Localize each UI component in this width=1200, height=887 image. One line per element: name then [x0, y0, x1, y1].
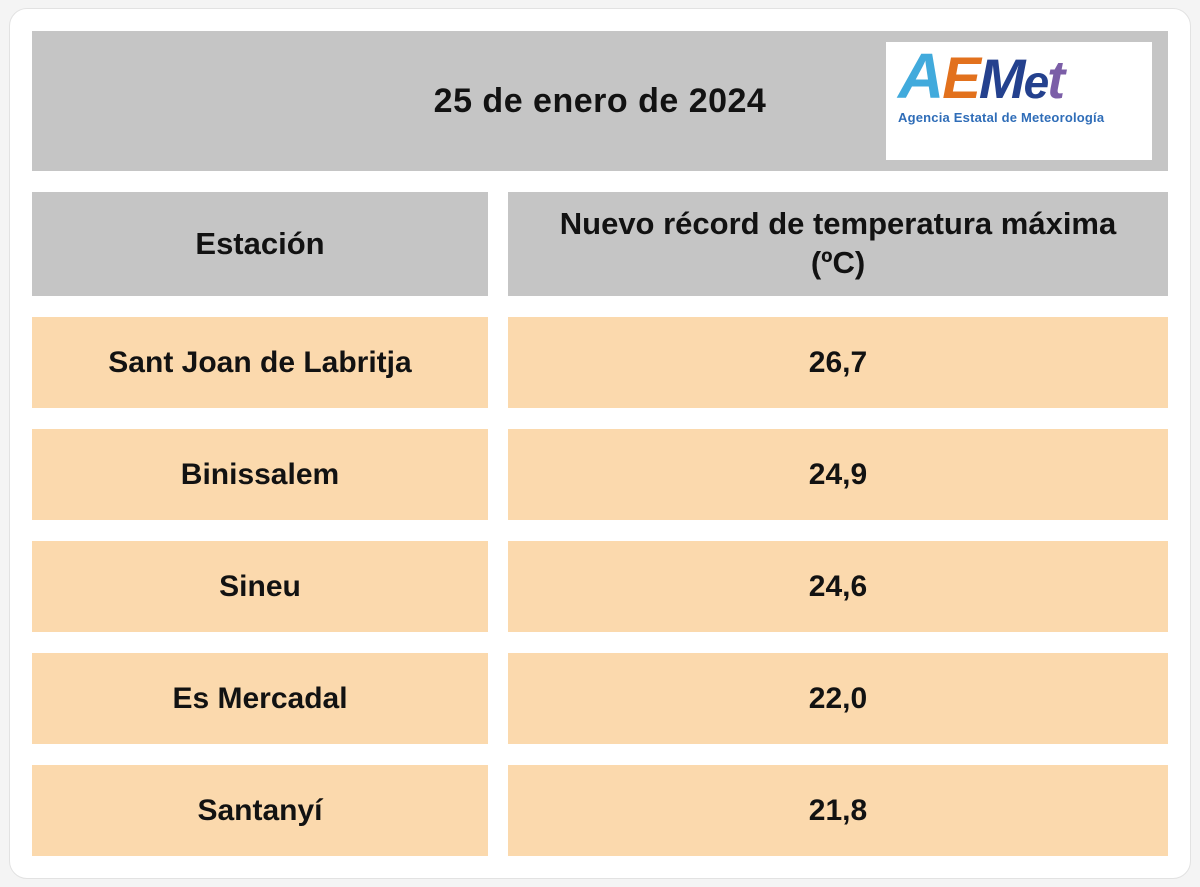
aemet-tagline: Agencia Estatal de Meteorología [898, 109, 1105, 125]
table-row: Binissalem 24,9 [32, 429, 1168, 520]
value-cell: 24,6 [508, 541, 1168, 632]
column-header-station: Estación [32, 192, 488, 296]
station-cell: Santanyí [32, 765, 488, 856]
station-cell: Sineu [32, 541, 488, 632]
table-header-row: Estación Nuevo récord de temperatura máx… [32, 192, 1168, 296]
date-label: 25 de enero de 2024 [433, 81, 767, 120]
station-cell: Binissalem [32, 429, 488, 520]
table-row: Sineu 24,6 [32, 541, 1168, 632]
header-band: 25 de enero de 2024 AEMet Agencia Estata… [32, 31, 1168, 171]
logo-letter: t [1047, 50, 1065, 110]
station-cell: Es Mercadal [32, 653, 488, 744]
value-cell: 21,8 [508, 765, 1168, 856]
table-row: Sant Joan de Labritja 26,7 [32, 317, 1168, 408]
aemet-logo: AEMet Agencia Estatal de Meteorología [886, 42, 1152, 160]
logo-letter: M [978, 47, 1026, 110]
logo-letter: A [898, 40, 944, 112]
value-cell: 24,9 [508, 429, 1168, 520]
station-cell: Sant Joan de Labritja [32, 317, 488, 408]
table-row: Santanyí 21,8 [32, 765, 1168, 856]
column-header-record-text: Nuevo récord de temperatura máxima (ºC) [559, 206, 1117, 280]
aemet-wordmark: AEMet [898, 44, 1142, 110]
value-cell: 26,7 [508, 317, 1168, 408]
logo-letter: E [942, 46, 981, 111]
info-card: 25 de enero de 2024 AEMet Agencia Estata… [9, 8, 1191, 879]
column-header-record: Nuevo récord de temperatura máxima (ºC) [508, 192, 1168, 296]
value-cell: 22,0 [508, 653, 1168, 744]
logo-letter: e [1023, 56, 1050, 108]
table-row: Es Mercadal 22,0 [32, 653, 1168, 744]
